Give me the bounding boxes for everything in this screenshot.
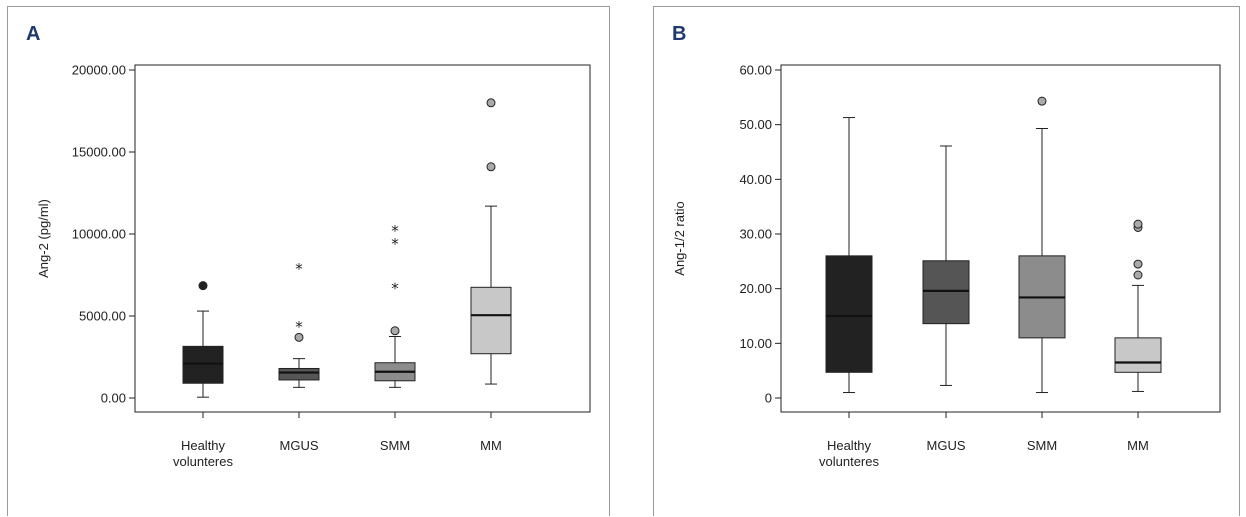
chart-b-xtick-label: Healthy volunteres bbox=[819, 438, 879, 469]
chart-a-box-4-outlier bbox=[486, 98, 496, 108]
panel-b: B 0 10.00 20.00 30.00 40.00 50.00 60.00 Ang-1/2… bbox=[653, 6, 1240, 516]
chart-a-plot-frame bbox=[134, 64, 591, 413]
chart-a-box-4-iqr-rect bbox=[470, 286, 512, 355]
chart-b-box-2 bbox=[922, 145, 970, 386]
chart-b-xtick-label: MGUS bbox=[927, 438, 966, 453]
chart-a-ytick-label: 5000.00 bbox=[79, 309, 126, 324]
panel-a-letter: A bbox=[26, 23, 41, 45]
chart-b-box-1 bbox=[825, 117, 873, 394]
chart-a-svg: 0.00 5000.00 10000.00 15000.00 20000.00 Ang-2… bbox=[36, 63, 591, 469]
chart-a-box-3: *** bbox=[374, 222, 416, 388]
chart-a-xtick-label: MM bbox=[480, 438, 502, 453]
chart-a-box-3-extreme-marker: * bbox=[391, 235, 399, 253]
chart-a-box-4 bbox=[470, 98, 512, 385]
chart-a-box-2-extreme-marker: * bbox=[295, 318, 303, 336]
chart-b-svg: 0 10.00 20.00 30.00 40.00 50.00 60.00 Ang-1/2 r… bbox=[672, 63, 1221, 469]
chart-b-ytick-label: 20.00 bbox=[739, 281, 772, 296]
chart-a-ytick-label: 15000.00 bbox=[72, 145, 126, 160]
chart-a-box-2-extreme-marker: * bbox=[295, 260, 303, 278]
chart-a-box-1 bbox=[182, 281, 224, 398]
chart-a-box-3-outlier bbox=[390, 326, 400, 336]
chart-b-box-3 bbox=[1018, 96, 1066, 394]
chart-b-xtick-label: SMM bbox=[1027, 438, 1057, 453]
chart-b-xtick-label: MM bbox=[1127, 438, 1149, 453]
chart-b-plot-frame bbox=[780, 64, 1221, 413]
chart-b-box-1-iqr-rect bbox=[825, 255, 873, 373]
chart-b-ytick-label: 50.00 bbox=[739, 117, 772, 132]
chart-a-xtick-label: SMM bbox=[380, 438, 410, 453]
chart-b-ytick-label: 0 bbox=[765, 391, 772, 406]
chart-a-box-4-outlier bbox=[486, 162, 496, 172]
chart-b-box-4-iqr-rect bbox=[1114, 337, 1162, 373]
chart-a-xtick-label: Healthy volunteres bbox=[173, 438, 233, 469]
chart-b-box-3-outlier bbox=[1037, 96, 1047, 106]
chart-b-box-4-outlier bbox=[1133, 219, 1143, 229]
chart-a-ytick-label: 0.00 bbox=[101, 391, 126, 406]
chart-a-box-3-extreme-marker: * bbox=[391, 279, 399, 297]
chart-a-box-2-iqr-rect bbox=[278, 367, 320, 381]
chart-b-ylabel: Ang-1/2 ratio bbox=[672, 201, 687, 275]
chart-a-box-1-iqr-rect bbox=[182, 345, 224, 384]
chart-a-ytick-label: 10000.00 bbox=[72, 227, 126, 242]
panel-a: A 0.00 5000.00 10000.00 15000.00 20000.00 Ang… bbox=[7, 6, 610, 516]
chart-a-xtick-label: MGUS bbox=[280, 438, 319, 453]
chart-b-box-4-outlier bbox=[1133, 270, 1143, 280]
chart-a-ytick-label: 20000.00 bbox=[72, 63, 126, 78]
chart-a-box-2-outlier bbox=[294, 332, 304, 342]
chart-a-box-2: ** bbox=[278, 260, 320, 388]
chart-a-ylabel: Ang-2 (pg/ml) bbox=[36, 199, 51, 278]
panel-b-letter: B bbox=[672, 23, 687, 45]
chart-b-ytick-label: 60.00 bbox=[739, 63, 772, 78]
chart-b-box-4-outlier bbox=[1133, 259, 1143, 269]
chart-b-ytick-label: 40.00 bbox=[739, 172, 772, 187]
chart-b-box-4 bbox=[1114, 219, 1162, 392]
chart-a-box-1-outlier bbox=[198, 281, 208, 291]
chart-a-box-3-extreme-marker: * bbox=[391, 222, 399, 240]
chart-b-box-2-iqr-rect bbox=[922, 260, 970, 325]
chart-b-ytick-label: 30.00 bbox=[739, 227, 772, 242]
chart-b-ytick-label: 10.00 bbox=[739, 336, 772, 351]
